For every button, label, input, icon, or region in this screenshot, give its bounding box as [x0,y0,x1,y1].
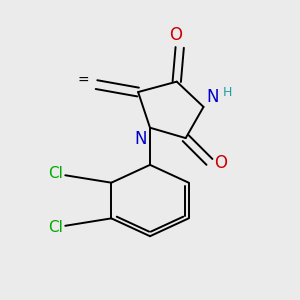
Text: H: H [223,85,232,98]
Text: =: = [77,74,89,88]
Text: N: N [206,88,219,106]
Text: Cl: Cl [48,166,63,181]
Text: O: O [169,26,182,44]
Text: O: O [214,154,227,172]
Text: Cl: Cl [48,220,63,235]
Text: N: N [134,130,147,148]
